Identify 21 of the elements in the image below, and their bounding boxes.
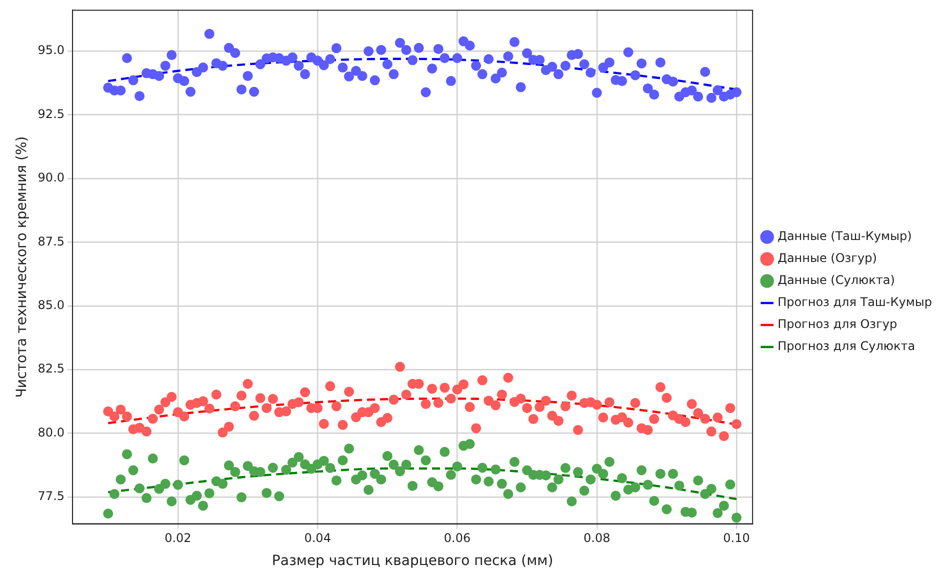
legend-label: Прогноз для Сулюкта — [778, 339, 916, 354]
y-tick-label: 80.0 — [38, 425, 65, 440]
x-axis-title: Размер частиц кварцевого песка (мм) — [272, 553, 554, 570]
y-axis-title: Чистота технического кремния (%) — [14, 136, 30, 398]
legend-label: Прогноз для Озгур — [778, 317, 898, 332]
x-tick-label: 0.08 — [584, 531, 610, 546]
legend-label: Данные (Озгур) — [778, 251, 877, 266]
x-tick-label: 0.06 — [444, 531, 471, 546]
x-tick-label: 0.10 — [723, 531, 750, 546]
x-tick-label: 0.02 — [164, 531, 192, 546]
legend-label: Данные (Таш-Кумыр) — [778, 229, 912, 244]
y-tick-label: 90.0 — [38, 170, 65, 185]
legend-label: Прогноз для Таш-Кумыр — [778, 295, 932, 310]
y-tick-label: 87.5 — [38, 234, 65, 248]
y-tick-label: 92.5 — [38, 106, 65, 121]
y-tick-label: 77.5 — [38, 489, 65, 504]
y-tick-label: 95.0 — [38, 43, 65, 58]
y-tick-label: 85.0 — [38, 298, 65, 312]
y-tick-label: 82.5 — [38, 362, 65, 376]
legend-label: Данные (Сулюкта) — [778, 273, 895, 288]
x-tick-label: 0.04 — [304, 531, 331, 546]
